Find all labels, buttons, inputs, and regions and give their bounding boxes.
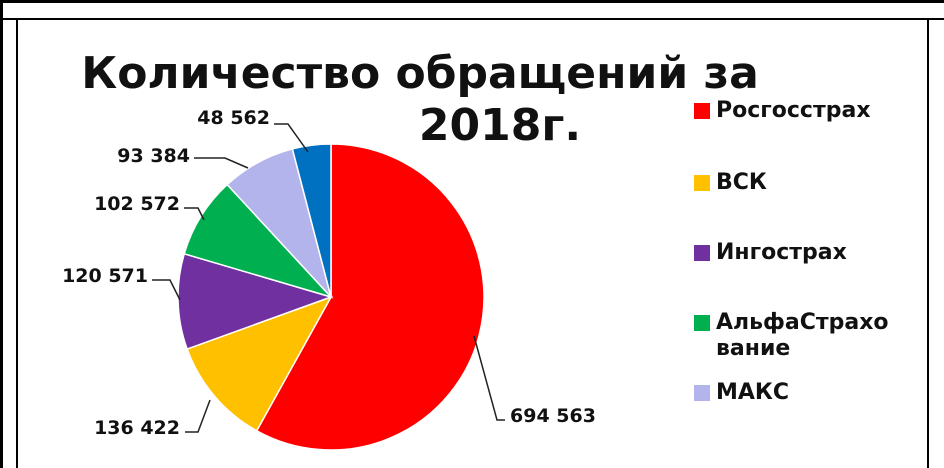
leader-line-1 bbox=[473, 335, 505, 421]
leader-line-5 bbox=[194, 157, 249, 169]
legend-swatch bbox=[694, 315, 710, 331]
data-label-4: 102 572 bbox=[94, 193, 180, 215]
leader-line-4 bbox=[184, 207, 205, 221]
frame-inner-border-top bbox=[3, 18, 944, 20]
data-label-5: 93 384 bbox=[117, 145, 190, 167]
legend-swatch bbox=[694, 175, 710, 191]
legend-label-line: Росгосстрах bbox=[716, 98, 871, 123]
pie-slice-6 bbox=[291, 143, 332, 298]
legend-item-1: Росгосстрах bbox=[694, 98, 931, 124]
legend-swatch bbox=[694, 103, 710, 119]
frame-inner-border-left bbox=[16, 18, 18, 468]
leader-line-3 bbox=[152, 279, 181, 301]
legend-item-3: Ингострах bbox=[694, 240, 931, 266]
leader-line-6 bbox=[274, 123, 309, 153]
legend-label-line: АльфаСтрахо bbox=[716, 310, 889, 335]
legend-label: ВСК bbox=[716, 170, 931, 196]
chart-title-line-1: Количество обращений за bbox=[81, 48, 759, 99]
legend-label: Росгосстрах bbox=[716, 98, 931, 124]
pie-slice-3 bbox=[177, 252, 334, 351]
data-label-6: 48 562 bbox=[197, 107, 270, 129]
pie-slice-2 bbox=[186, 295, 333, 432]
data-label-1: 694 563 bbox=[510, 405, 596, 427]
legend-item-4: АльфаСтрахо вание bbox=[694, 310, 931, 362]
legend-label: МАКС bbox=[716, 380, 931, 406]
pie-slice-1 bbox=[255, 143, 485, 451]
legend-item-5: МАКС bbox=[694, 380, 931, 406]
legend-item-2: ВСК bbox=[694, 170, 931, 196]
legend-label-line: Ингострах bbox=[716, 240, 847, 265]
legend-label-line: МАКС bbox=[716, 380, 790, 405]
frame-inner-border-right bbox=[927, 18, 929, 468]
legend-swatch bbox=[694, 385, 710, 401]
frame-border-left bbox=[0, 0, 3, 468]
frame-border-top bbox=[0, 0, 944, 3]
chart-title-line-2: 2018г. bbox=[418, 100, 582, 151]
legend-label-line: ВСК bbox=[716, 170, 767, 195]
legend-swatch bbox=[694, 245, 710, 261]
data-label-3: 120 571 bbox=[62, 265, 148, 287]
legend-label: АльфаСтрахо вание bbox=[716, 310, 931, 362]
legend-label-line: вание bbox=[716, 336, 791, 361]
leader-line-2 bbox=[185, 399, 211, 433]
data-label-2: 136 422 bbox=[94, 417, 180, 439]
legend-label: Ингострах bbox=[716, 240, 931, 266]
chart-title: Количество обращений за 2018г. bbox=[60, 48, 780, 152]
